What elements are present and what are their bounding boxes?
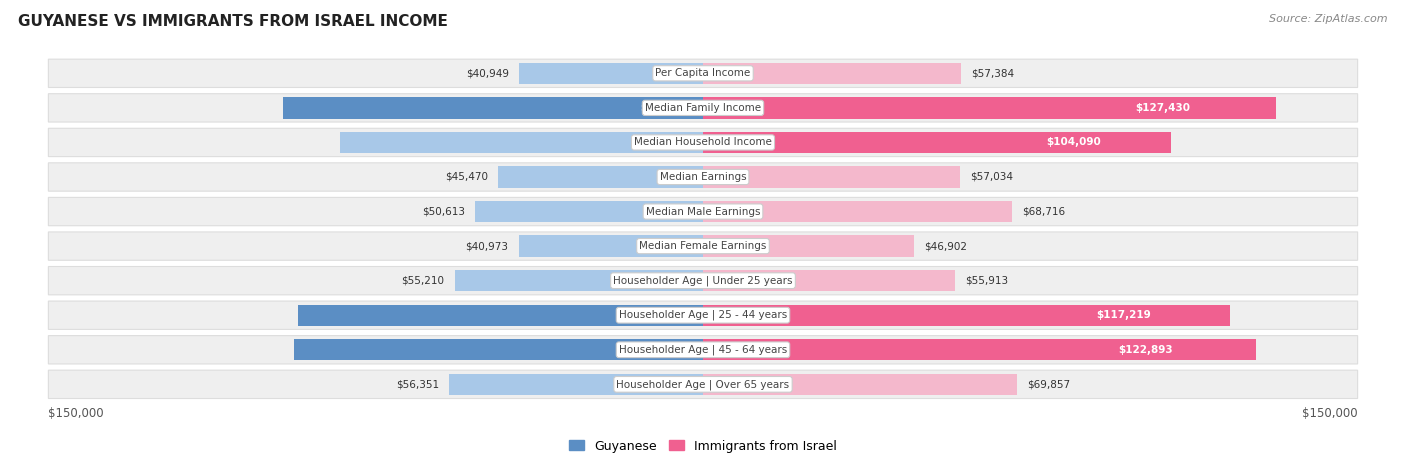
Bar	[498, 166, 703, 188]
Bar	[703, 97, 1277, 119]
Bar	[298, 304, 703, 326]
Bar	[703, 270, 955, 291]
Text: $57,384: $57,384	[972, 68, 1015, 78]
Text: $68,716: $68,716	[1022, 206, 1066, 217]
Text: $150,000: $150,000	[1302, 407, 1358, 420]
Bar	[519, 63, 703, 84]
Text: $50,613: $50,613	[422, 206, 465, 217]
Text: $122,893: $122,893	[1118, 345, 1173, 355]
Bar	[519, 235, 703, 257]
Text: $117,219: $117,219	[1097, 310, 1152, 320]
FancyBboxPatch shape	[48, 128, 1358, 156]
FancyBboxPatch shape	[48, 370, 1358, 398]
FancyBboxPatch shape	[48, 267, 1358, 295]
Text: $69,857: $69,857	[1028, 379, 1070, 389]
Text: Householder Age | Over 65 years: Householder Age | Over 65 years	[616, 379, 790, 389]
Bar	[283, 97, 703, 119]
Bar	[703, 132, 1171, 153]
Text: Householder Age | Under 25 years: Householder Age | Under 25 years	[613, 276, 793, 286]
Text: $40,949: $40,949	[465, 68, 509, 78]
Bar	[703, 63, 962, 84]
Text: Median Female Earnings: Median Female Earnings	[640, 241, 766, 251]
FancyBboxPatch shape	[48, 94, 1358, 122]
Bar	[294, 339, 703, 361]
Bar	[703, 304, 1230, 326]
Text: $45,470: $45,470	[446, 172, 488, 182]
FancyBboxPatch shape	[48, 198, 1358, 226]
Text: $55,913: $55,913	[965, 276, 1008, 286]
Text: Median Family Income: Median Family Income	[645, 103, 761, 113]
Text: Median Male Earnings: Median Male Earnings	[645, 206, 761, 217]
Bar	[450, 374, 703, 395]
Text: $127,430: $127,430	[1135, 103, 1191, 113]
Bar	[703, 235, 914, 257]
Text: Median Household Income: Median Household Income	[634, 137, 772, 148]
Legend: Guyanese, Immigrants from Israel: Guyanese, Immigrants from Israel	[564, 435, 842, 458]
Text: Householder Age | 45 - 64 years: Householder Age | 45 - 64 years	[619, 345, 787, 355]
Bar	[340, 132, 703, 153]
Text: GUYANESE VS IMMIGRANTS FROM ISRAEL INCOME: GUYANESE VS IMMIGRANTS FROM ISRAEL INCOM…	[18, 14, 449, 29]
Text: $104,090: $104,090	[1046, 137, 1101, 148]
Bar	[703, 374, 1018, 395]
Text: $40,973: $40,973	[465, 241, 509, 251]
Text: $150,000: $150,000	[48, 407, 104, 420]
Bar	[703, 166, 960, 188]
Text: $46,902: $46,902	[924, 241, 967, 251]
FancyBboxPatch shape	[48, 301, 1358, 329]
Text: Source: ZipAtlas.com: Source: ZipAtlas.com	[1270, 14, 1388, 24]
Text: $89,940: $89,940	[643, 310, 690, 320]
FancyBboxPatch shape	[48, 59, 1358, 87]
Text: $80,734: $80,734	[648, 137, 696, 148]
FancyBboxPatch shape	[48, 336, 1358, 364]
Text: Median Earnings: Median Earnings	[659, 172, 747, 182]
Text: $93,373: $93,373	[640, 103, 688, 113]
FancyBboxPatch shape	[48, 163, 1358, 191]
Text: $56,351: $56,351	[396, 379, 439, 389]
Text: Per Capita Income: Per Capita Income	[655, 68, 751, 78]
FancyBboxPatch shape	[48, 232, 1358, 260]
Text: Householder Age | 25 - 44 years: Householder Age | 25 - 44 years	[619, 310, 787, 320]
Bar	[454, 270, 703, 291]
Text: $90,966: $90,966	[641, 345, 689, 355]
Text: $57,034: $57,034	[970, 172, 1012, 182]
Bar	[475, 201, 703, 222]
Bar	[703, 201, 1012, 222]
Text: $55,210: $55,210	[402, 276, 444, 286]
Bar	[703, 339, 1256, 361]
